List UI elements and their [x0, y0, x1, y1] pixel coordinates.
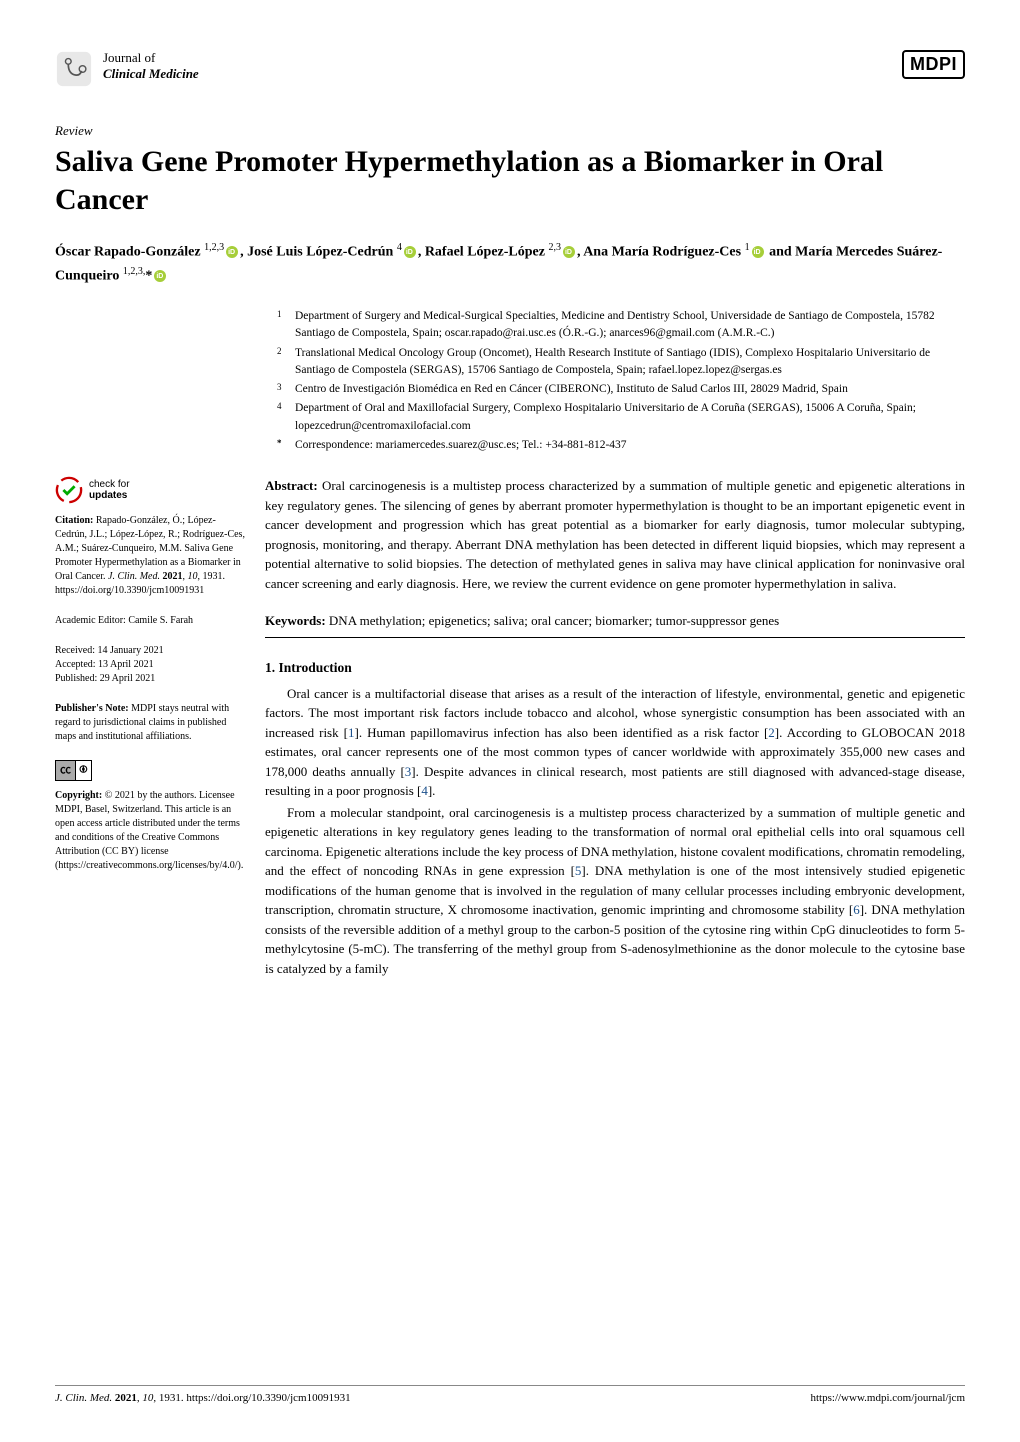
- keywords: Keywords: DNA methylation; epigenetics; …: [265, 611, 965, 631]
- keywords-text: DNA methylation; epigenetics; saliva; or…: [329, 613, 779, 628]
- affiliations: 1Department of Surgery and Medical-Surgi…: [265, 308, 965, 454]
- citation-block: Citation: Rapado-González, Ó.; López-Ced…: [55, 514, 245, 598]
- check-updates-icon: [55, 476, 83, 504]
- journal-logo: Journal of Clinical Medicine: [55, 50, 199, 88]
- page-footer: J. Clin. Med. 2021, 10, 1931. https://do…: [55, 1385, 965, 1404]
- citation-label: Citation:: [55, 515, 93, 526]
- authors: Óscar Rapado-González 1,2,3, José Luis L…: [55, 240, 965, 288]
- check-line2: updates: [89, 490, 130, 501]
- accepted-date: Accepted: 13 April 2021: [55, 658, 245, 672]
- editor-label: Academic Editor:: [55, 615, 126, 626]
- affiliation-3: 3Centro de Investigación Biomédica en Re…: [277, 381, 965, 398]
- article-type: Review: [55, 123, 965, 139]
- intro-para-1: Oral cancer is a multifactorial disease …: [265, 684, 965, 801]
- copyright-text: © 2021 by the authors. Licensee MDPI, Ba…: [55, 790, 243, 871]
- journal-name: Journal of Clinical Medicine: [103, 50, 199, 81]
- check-updates[interactable]: check for updates: [55, 476, 245, 504]
- by-icon: 🅯: [75, 761, 91, 780]
- copyright-label: Copyright:: [55, 790, 102, 801]
- article-title: Saliva Gene Promoter Hypermethylation as…: [55, 143, 965, 218]
- sidebar: check for updates Citation: Rapado-Gonzá…: [55, 308, 245, 980]
- footer-right: https://www.mdpi.com/journal/jcm: [811, 1392, 966, 1404]
- intro-para-2: From a molecular standpoint, oral carcin…: [265, 803, 965, 979]
- check-updates-text: check for updates: [89, 479, 130, 501]
- note-label: Publisher's Note:: [55, 703, 129, 714]
- journal-line2: Clinical Medicine: [103, 66, 199, 82]
- section-heading-1: 1. Introduction: [265, 660, 965, 676]
- affiliation-4: 4Department of Oral and Maxillofacial Su…: [277, 400, 965, 435]
- keywords-label: Keywords:: [265, 613, 326, 628]
- cc-by-badge: ㏄ 🅯: [55, 760, 92, 781]
- dates-block: Received: 14 January 2021 Accepted: 13 A…: [55, 644, 245, 686]
- editor-name: Camile S. Farah: [128, 615, 193, 626]
- copyright-block: Copyright: © 2021 by the authors. Licens…: [55, 789, 245, 873]
- footer-left: J. Clin. Med. 2021, 10, 1931. https://do…: [55, 1392, 351, 1404]
- header-row: Journal of Clinical Medicine MDPI: [55, 50, 965, 88]
- publishers-note: Publisher's Note: MDPI stays neutral wit…: [55, 702, 245, 744]
- citation-text: Rapado-González, Ó.; López-Cedrún, J.L.;…: [55, 515, 245, 596]
- affiliation-1: 1Department of Surgery and Medical-Surgi…: [277, 308, 965, 343]
- cc-icon: ㏄: [56, 761, 75, 780]
- abstract-text: Oral carcinogenesis is a multistep proce…: [265, 478, 965, 591]
- editor-block: Academic Editor: Camile S. Farah: [55, 614, 245, 628]
- journal-line1: Journal of: [103, 50, 199, 66]
- correspondence: *Correspondence: mariamercedes.suarez@us…: [277, 437, 965, 454]
- published-date: Published: 29 April 2021: [55, 672, 245, 686]
- mdpi-logo: MDPI: [902, 50, 965, 79]
- two-column-layout: check for updates Citation: Rapado-Gonzá…: [55, 308, 965, 980]
- check-line1: check for: [89, 479, 130, 490]
- affiliation-2: 2Translational Medical Oncology Group (O…: [277, 345, 965, 380]
- abstract-label: Abstract:: [265, 478, 318, 493]
- stethoscope-icon: [55, 50, 93, 88]
- main-column: 1Department of Surgery and Medical-Surgi…: [265, 308, 965, 980]
- abstract: Abstract: Oral carcinogenesis is a multi…: [265, 476, 965, 593]
- received-date: Received: 14 January 2021: [55, 644, 245, 658]
- separator-line: [265, 637, 965, 638]
